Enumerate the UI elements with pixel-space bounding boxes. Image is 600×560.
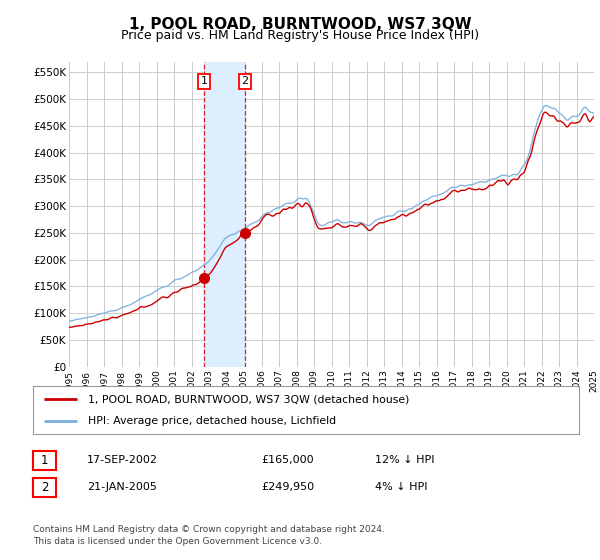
- Text: 2: 2: [41, 480, 48, 494]
- Text: 21-JAN-2005: 21-JAN-2005: [87, 482, 157, 492]
- Bar: [204, 62, 245, 367]
- Text: £249,950: £249,950: [261, 482, 314, 492]
- Text: 17-SEP-2002: 17-SEP-2002: [87, 455, 158, 465]
- Text: Contains HM Land Registry data © Crown copyright and database right 2024.
This d: Contains HM Land Registry data © Crown c…: [33, 525, 385, 546]
- Text: £165,000: £165,000: [261, 455, 314, 465]
- Text: 2: 2: [241, 76, 248, 86]
- Text: 4% ↓ HPI: 4% ↓ HPI: [375, 482, 427, 492]
- Text: 1: 1: [41, 454, 48, 467]
- Text: 1, POOL ROAD, BURNTWOOD, WS7 3QW: 1, POOL ROAD, BURNTWOOD, WS7 3QW: [128, 17, 472, 32]
- Text: HPI: Average price, detached house, Lichfield: HPI: Average price, detached house, Lich…: [88, 416, 336, 426]
- Text: 12% ↓ HPI: 12% ↓ HPI: [375, 455, 434, 465]
- Text: Price paid vs. HM Land Registry's House Price Index (HPI): Price paid vs. HM Land Registry's House …: [121, 29, 479, 42]
- Text: 1: 1: [200, 76, 208, 86]
- Text: 1, POOL ROAD, BURNTWOOD, WS7 3QW (detached house): 1, POOL ROAD, BURNTWOOD, WS7 3QW (detach…: [88, 394, 409, 404]
